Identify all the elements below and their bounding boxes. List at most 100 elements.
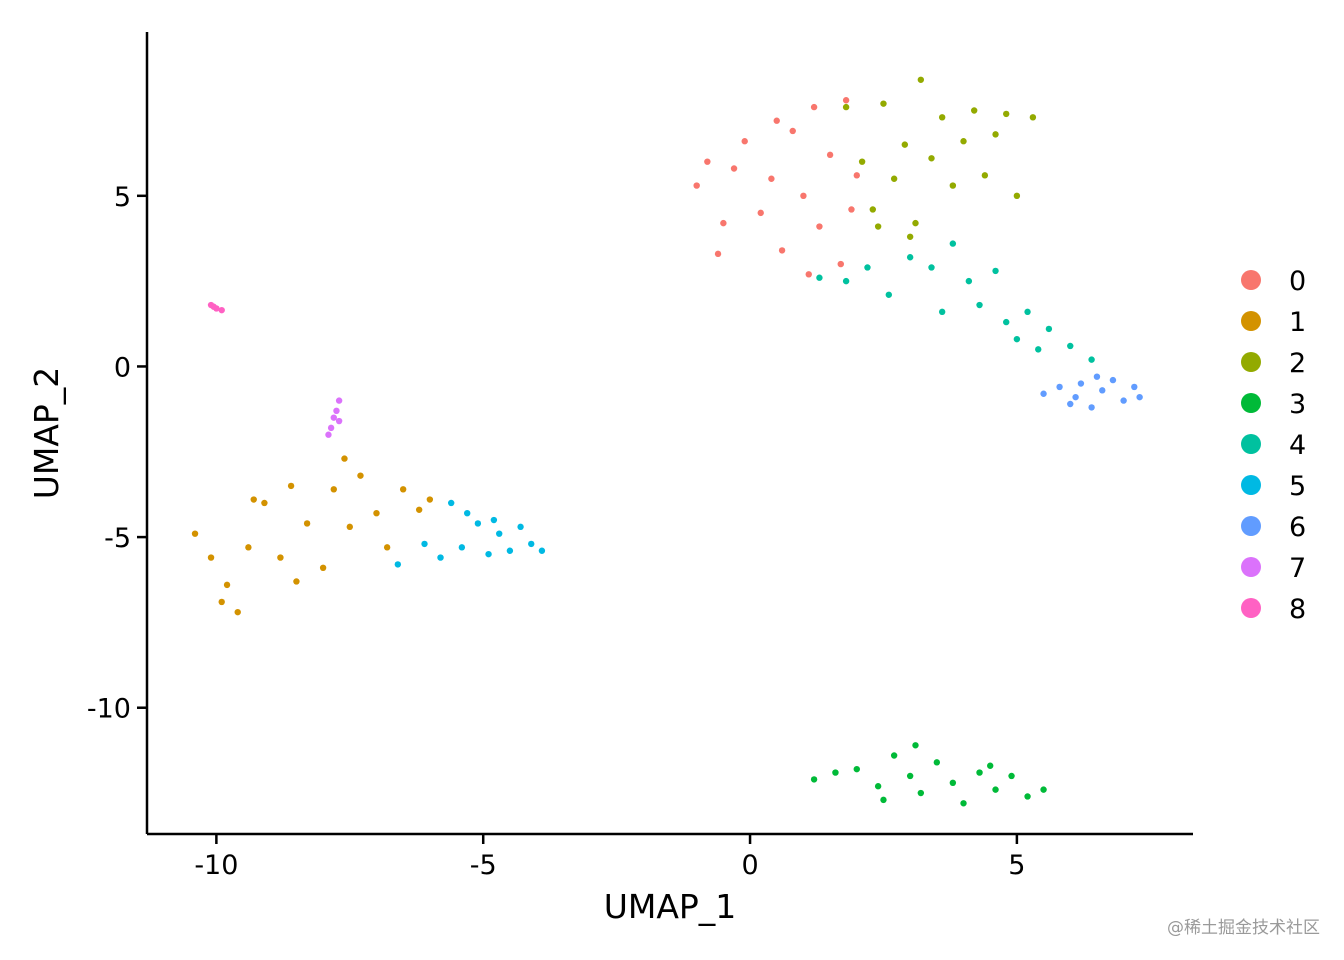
- scatter-point: [207, 554, 215, 561]
- scatter-point: [421, 540, 428, 548]
- legend-key-8: [1241, 598, 1261, 618]
- scatter-point: [383, 544, 391, 551]
- scatter-point: [976, 301, 983, 309]
- legend-label-5: 5: [1289, 471, 1306, 502]
- scatter-point: [992, 786, 999, 793]
- legend-key-2: [1241, 352, 1261, 372]
- scatter-point: [373, 510, 380, 517]
- scatter-point: [917, 789, 925, 797]
- scatter-point: [1136, 393, 1143, 401]
- scatter-point: [890, 175, 898, 182]
- legend-label-7: 7: [1289, 553, 1306, 584]
- y-tick-label: -10: [87, 694, 131, 725]
- y-axis-title: UMAP_2: [27, 367, 66, 500]
- scatter-point: [976, 769, 983, 776]
- scatter-point: [426, 496, 434, 503]
- scatter-point: [928, 264, 935, 271]
- scatter-point: [917, 76, 925, 83]
- legend-label-3: 3: [1289, 389, 1306, 420]
- series-8: [207, 301, 225, 314]
- scatter-point: [880, 796, 887, 804]
- scatter-point: [1077, 380, 1085, 387]
- scatter-point: [789, 127, 796, 135]
- scatter-point: [960, 138, 967, 145]
- scatter-point: [261, 499, 268, 507]
- scatter-points: [191, 76, 1143, 807]
- x-axis-title: UMAP_1: [604, 887, 737, 926]
- legend-key-6: [1241, 516, 1261, 536]
- scatter-point: [906, 233, 914, 240]
- scatter-point: [191, 530, 199, 537]
- x-tick-label: -10: [194, 850, 238, 881]
- scatter-point: [394, 561, 402, 568]
- scatter-point: [1067, 400, 1074, 408]
- scatter-point: [970, 107, 978, 114]
- scatter-point: [987, 762, 994, 769]
- scatter-point: [277, 554, 284, 561]
- series-0: [693, 97, 860, 278]
- scatter-point: [949, 182, 957, 189]
- x-tick-label: 5: [1008, 850, 1025, 881]
- scatter-point: [906, 254, 914, 261]
- scatter-point: [842, 97, 850, 104]
- scatter-point: [949, 779, 957, 787]
- scatter-point: [869, 206, 876, 213]
- scatter-point: [805, 271, 812, 278]
- scatter-point: [816, 274, 823, 281]
- scatter-point: [458, 544, 466, 551]
- scatter-point: [496, 530, 503, 537]
- scatter-point: [528, 540, 535, 548]
- series-5: [394, 499, 546, 568]
- legend-key-5: [1241, 475, 1261, 495]
- legend-key-3: [1241, 393, 1261, 413]
- series-7: [325, 397, 343, 438]
- legend-key-4: [1241, 434, 1261, 454]
- scatter-point: [800, 192, 807, 200]
- scatter-point: [1035, 346, 1042, 353]
- scatter-point: [912, 219, 919, 227]
- scatter-point: [1040, 786, 1047, 793]
- y-tick-label: 0: [114, 352, 131, 383]
- scatter-point: [864, 264, 871, 271]
- scatter-point: [287, 482, 295, 490]
- scatter-point: [826, 151, 834, 159]
- series-2: [842, 76, 1037, 240]
- scatter-point: [912, 742, 919, 749]
- scatter-point: [757, 209, 764, 217]
- series-3: [810, 742, 1047, 807]
- scatter-point: [1040, 390, 1047, 397]
- scatter-point: [992, 131, 999, 138]
- scatter-point: [874, 783, 882, 790]
- scatter-point: [346, 523, 353, 531]
- scatter-point: [885, 291, 893, 298]
- legend-key-7: [1241, 557, 1261, 577]
- axis-ticks: -10 -5 0 5 5 0 -5 -10: [87, 182, 1026, 881]
- scatter-point: [1099, 387, 1106, 394]
- scatter-point: [447, 499, 455, 507]
- scatter-point: [517, 523, 524, 531]
- x-tick-label: -5: [470, 850, 497, 881]
- scatter-point: [330, 414, 337, 421]
- x-tick-label: 0: [741, 850, 758, 881]
- scatter-point: [901, 141, 909, 148]
- scatter-point: [965, 277, 973, 285]
- scatter-point: [1088, 404, 1095, 411]
- scatter-point: [464, 510, 471, 517]
- scatter-point: [832, 769, 839, 776]
- scatter-point: [720, 219, 727, 227]
- scatter-point: [223, 581, 231, 589]
- scatter-point: [981, 172, 989, 179]
- scatter-point: [330, 486, 337, 493]
- scatter-point: [341, 455, 348, 462]
- scatter-point: [1056, 383, 1063, 391]
- scatter-point: [714, 250, 722, 258]
- scatter-point: [741, 138, 748, 145]
- y-tick-label: -5: [104, 523, 131, 554]
- legend-label-6: 6: [1289, 512, 1306, 543]
- scatter-point: [1093, 373, 1101, 380]
- scatter-point: [1029, 114, 1037, 121]
- scatter-point: [906, 772, 914, 780]
- scatter-point: [1120, 397, 1127, 404]
- legend: 0 1 2 3 4 5 6 7 8: [1241, 266, 1306, 625]
